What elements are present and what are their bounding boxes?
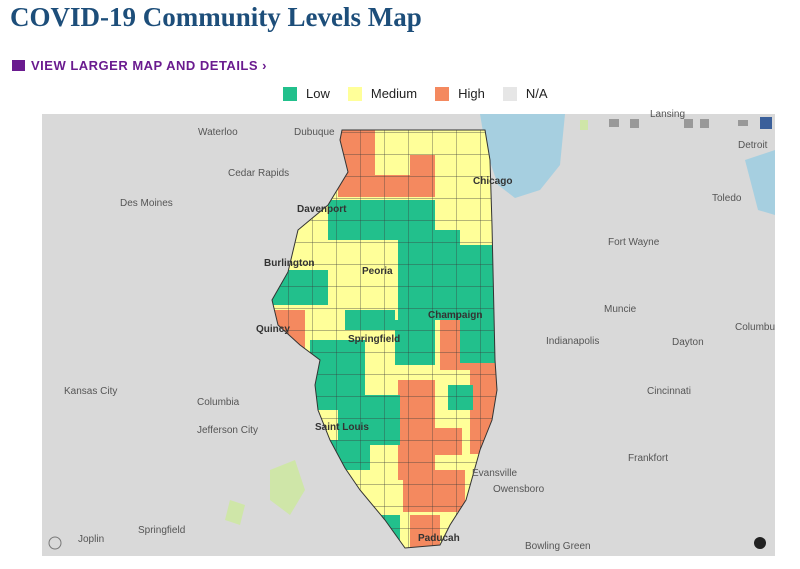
- legend-item[interactable]: N/A: [502, 86, 548, 101]
- place-label: Columbia: [197, 397, 240, 408]
- map-link[interactable]: VIEW LARGER MAP AND DETAILS ›: [12, 58, 267, 73]
- lake: [480, 114, 565, 198]
- place-label: Paducah: [418, 533, 460, 544]
- place-label: Champaign: [428, 310, 482, 321]
- place-label: Indianapolis: [546, 336, 599, 347]
- place-label: Owensboro: [493, 484, 545, 495]
- place-label: Quincy: [256, 324, 290, 335]
- place-label: Dubuque: [294, 127, 335, 138]
- place-label: Bowling Green: [525, 541, 591, 552]
- legend-item[interactable]: High: [435, 86, 485, 101]
- link-text[interactable]: VIEW LARGER MAP AND DETAILS ›: [31, 58, 267, 73]
- place-label: Chicago: [473, 176, 512, 187]
- place-label: Springfield: [138, 525, 185, 536]
- map-icon: [12, 60, 25, 71]
- place-label: Detroit: [738, 140, 768, 151]
- legend-label: N/A: [525, 86, 548, 101]
- place-label: Saint Louis: [315, 422, 369, 433]
- swatch: [435, 86, 450, 101]
- lake: [745, 150, 775, 215]
- place-label: Davenport: [297, 204, 347, 215]
- legend-label: Medium: [370, 86, 418, 101]
- logo: [48, 536, 62, 550]
- place-label: Fort Wayne: [608, 237, 660, 248]
- place-label: Columbu: [735, 322, 775, 333]
- place-label: Peoria: [362, 266, 393, 277]
- place-label: Toledo: [712, 193, 742, 204]
- legend-item[interactable]: Low: [283, 86, 330, 101]
- place-label: Jefferson City: [197, 425, 258, 436]
- legend-label: Low: [306, 86, 330, 101]
- swatch: [502, 86, 517, 101]
- map-toolbar[interactable]: [609, 117, 772, 129]
- state-outline: [271, 129, 498, 549]
- info-button[interactable]: [754, 537, 766, 549]
- place-label: Lansing: [650, 109, 685, 120]
- place-label: Dayton: [672, 337, 704, 348]
- place-label: Frankfort: [628, 453, 668, 464]
- parks: [225, 120, 588, 525]
- legend-label: High: [458, 86, 485, 101]
- place-label: Burlington: [264, 258, 315, 269]
- place-label: Cedar Rapids: [228, 168, 289, 179]
- title: COVID-19 Community Levels Map: [10, 2, 422, 32]
- swatch: [283, 86, 297, 101]
- place-label: Cincinnati: [647, 386, 691, 397]
- legend: Low Medium High N/A: [283, 86, 566, 101]
- place-label: Joplin: [78, 534, 104, 545]
- place-labels: Waterloo Dubuque Lansing Detroit Cedar R…: [64, 109, 775, 552]
- place-label: Des Moines: [120, 198, 173, 209]
- place-label: Waterloo: [198, 127, 238, 138]
- legend-item[interactable]: Medium: [347, 86, 418, 101]
- place-label: Kansas City: [64, 386, 117, 397]
- place-label: Springfield: [348, 334, 400, 345]
- place-label: Muncie: [604, 304, 637, 315]
- swatch: [347, 86, 362, 101]
- place-label: Evansville: [472, 468, 517, 479]
